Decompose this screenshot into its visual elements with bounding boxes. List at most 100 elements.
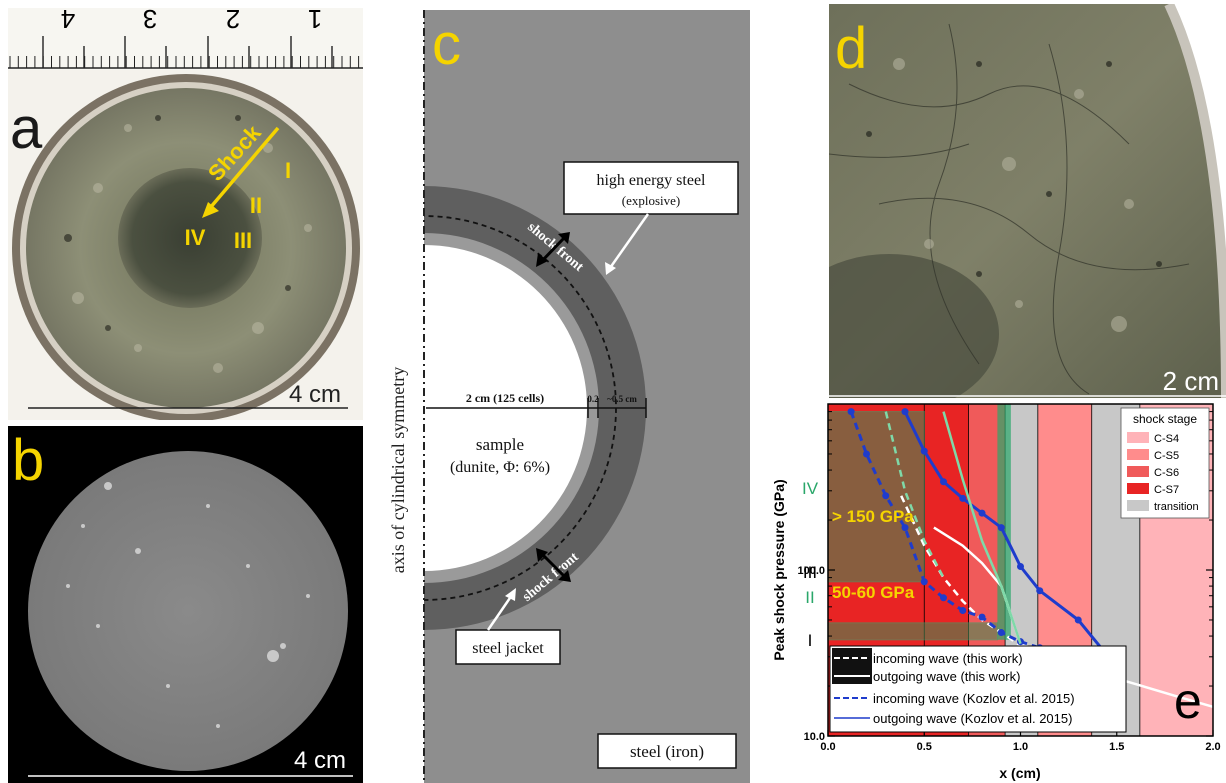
region-strip <box>997 404 1011 640</box>
shock-arrow <box>208 126 280 210</box>
panel-a-photo: 4 3 2 1 Shock I II III IV 4 cm <box>8 8 363 420</box>
panel-d: 2 cm d <box>829 4 1226 398</box>
zone-label-i: I <box>285 158 291 183</box>
axes: 0.0 0.5 1.0 1.5 2.0 10.0 100.0 <box>797 411 1221 753</box>
stage-legend-swatch-1 <box>1127 449 1149 460</box>
region-boxes <box>827 404 1011 641</box>
sample-label: sample <box>476 435 524 454</box>
panel-label-c: c <box>432 12 461 77</box>
y-tick-label-0: 10.0 <box>804 731 825 743</box>
region-label-150: > 150 GPa <box>832 507 914 526</box>
panel-c-model: axis of cylindrical symmetry 2 cm (125 c… <box>388 10 750 783</box>
dim-sample: 2 cm (125 cells) <box>466 391 544 405</box>
ct-disc <box>28 451 348 771</box>
stage-legend-label-3: C-S7 <box>1154 484 1179 496</box>
iron-label: steel (iron) <box>630 742 704 761</box>
series-point-3-8 <box>1074 616 1082 624</box>
series-point-3-7 <box>1036 587 1044 595</box>
series-point-3-2 <box>940 478 947 486</box>
axis-label: axis of cylindrical symmetry <box>388 367 408 573</box>
series-point-3-5 <box>997 524 1005 532</box>
steel-ring <box>1164 4 1226 398</box>
panel-b-scan: 4 cm <box>28 451 353 777</box>
panel-b: 4 cm b <box>8 426 363 783</box>
series-point-3-0 <box>901 408 909 416</box>
ruler-number-2: 2 <box>226 8 240 34</box>
melted-core-edge <box>829 254 999 398</box>
panel-c: axis of cylindrical symmetry 2 cm (125 c… <box>388 0 750 783</box>
stage-legend-label-1: C-S5 <box>1154 450 1179 462</box>
region-box-50-60 <box>827 622 998 641</box>
series-line-green-dashed <box>884 411 945 579</box>
stage-legend-title: shock stage <box>1133 412 1197 426</box>
dim-explosive: ~0.5 cm <box>607 394 637 404</box>
ruler-number-3: 3 <box>143 8 157 34</box>
y-axis-label: Peak shock pressure (GPa) <box>771 479 787 660</box>
region-box-150 <box>827 410 925 583</box>
scale-text: 4 cm <box>294 747 346 774</box>
scale-text: 4 cm <box>289 381 341 408</box>
series-point-2-0 <box>847 408 855 416</box>
series-point-2-2 <box>882 492 890 500</box>
series-point-2-7 <box>978 613 986 621</box>
stage-legend-label-4: transition <box>1154 501 1199 513</box>
series-point-3-6 <box>1017 562 1024 570</box>
x-tick-label-3: 1.5 <box>1109 741 1124 753</box>
region-label-50-60: 50-60 GPa <box>832 583 915 602</box>
line-legend: incoming wave (this work) outgoing wave … <box>829 645 1127 733</box>
series-line-3 <box>903 410 1118 669</box>
panel-label-b: b <box>12 428 45 493</box>
legend-incoming-this: incoming wave (this work) <box>873 651 1023 666</box>
zone-label-iv: IV <box>185 225 206 250</box>
ruler <box>8 8 363 70</box>
zone-label-iii: III <box>234 228 252 253</box>
x-tick-label-4: 2.0 <box>1205 741 1220 753</box>
stage-legend-label-0: C-S4 <box>1154 433 1179 445</box>
explosive-pointer <box>608 213 650 269</box>
stage-legend-swatch-0 <box>1127 432 1149 443</box>
series-point-2-1 <box>863 450 870 458</box>
stage-legend: shock stage C-S4 C-S5 C-S6 C-S7 transition <box>1120 407 1210 519</box>
ruler-ticks <box>8 36 363 69</box>
scale-text: 2 cm <box>1163 366 1219 396</box>
dim-jacket: 0.2 <box>587 394 599 404</box>
zone-label-i: I <box>808 631 813 650</box>
panel-label-a: a <box>10 96 43 161</box>
series-point-3-1 <box>920 447 928 455</box>
sample-sub: (dunite, Φ: 6%) <box>450 459 550 476</box>
series-point-2-6 <box>959 607 967 615</box>
series-point-2-8 <box>997 629 1005 637</box>
explosive-label: high energy steel <box>596 172 706 189</box>
shock-arrow-top <box>539 235 567 264</box>
chart-e: 0.0 0.5 1.0 1.5 2.0 10.0 100.0 > 150 GPa 50-60… <box>771 403 1221 781</box>
jacket-label: steel jacket <box>472 640 544 657</box>
x-tick-label-2: 1.0 <box>1013 741 1028 753</box>
zone-label-iii: III <box>803 563 817 582</box>
series-point-2-4 <box>920 578 928 586</box>
legend-outgoing-this: outgoing wave (this work) <box>873 669 1020 684</box>
panel-a: 4 3 2 1 Shock I II III IV 4 cm a <box>8 8 363 420</box>
melted-core <box>118 168 262 308</box>
zone-label-ii: II <box>250 193 262 218</box>
series-line-green <box>942 411 1022 645</box>
panel-d-photo: 2 cm <box>829 4 1226 398</box>
stage-legend-swatch-2 <box>1127 466 1149 477</box>
series-point-3-3 <box>959 494 967 502</box>
series-point-3-4 <box>978 509 986 517</box>
zone-label-ii: II <box>805 588 814 607</box>
iron-callout-box <box>597 733 737 769</box>
panel-label-e: e <box>1174 673 1202 729</box>
stage-legend-swatch-3 <box>1127 483 1149 494</box>
explosive-sub: (explosive) <box>622 193 680 208</box>
panel-e: 0.0 0.5 1.0 1.5 2.0 10.0 100.0 > 150 GPa 50-60… <box>770 398 1226 783</box>
x-axis-label: x (cm) <box>999 765 1040 781</box>
series-point-2-3 <box>901 524 909 532</box>
x-tick-label-0: 0.0 <box>820 741 835 753</box>
legend-outgoing-kozlov: outgoing wave (Kozlov et al. 2015) <box>873 711 1072 726</box>
legend-incoming-kozlov: incoming wave (Kozlov et al. 2015) <box>873 691 1075 706</box>
y-tick-label-1: 100.0 <box>797 565 825 577</box>
zone-label-iv: IV <box>802 479 819 498</box>
stage-legend-label-2: C-S6 <box>1154 467 1179 479</box>
jacket-callout-box <box>455 629 561 665</box>
series-point-2-5 <box>940 594 947 602</box>
